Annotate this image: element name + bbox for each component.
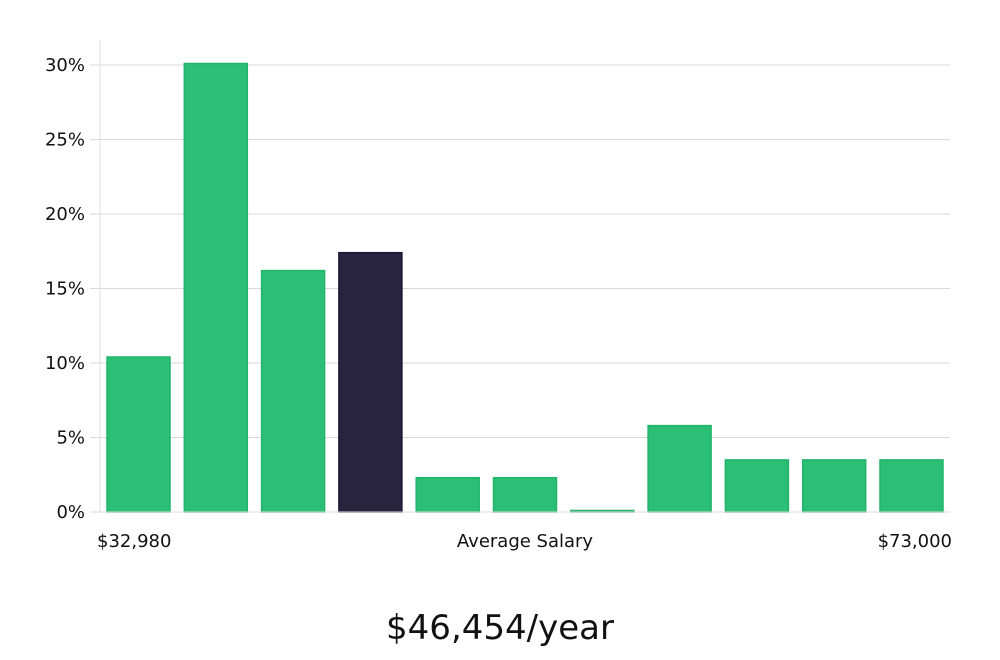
bar-highlighted — [338, 251, 403, 513]
y-tick-label: 15% — [45, 279, 85, 300]
y-tick-label: 0% — [56, 502, 85, 523]
x-axis-title: Average Salary — [457, 531, 594, 552]
bar — [106, 356, 171, 513]
y-tick-label: 10% — [45, 353, 85, 374]
x-label-max: $73,000 — [878, 531, 952, 552]
bar — [647, 424, 712, 513]
bar — [801, 459, 867, 513]
bar — [492, 476, 558, 513]
y-axis-ticks: 0% 5% 10% 15% 20% 25% 30% — [45, 55, 100, 523]
x-label-min: $32,980 — [97, 531, 171, 552]
bar — [879, 459, 944, 513]
y-tick-label: 30% — [45, 55, 85, 76]
bars — [106, 62, 944, 513]
y-tick-label: 25% — [45, 130, 85, 151]
bar — [724, 459, 790, 513]
average-salary-value: $46,454/year — [386, 608, 614, 648]
y-tick-label: 20% — [45, 204, 85, 225]
salary-histogram: 0% 5% 10% 15% 20% 25% 30% $32,980 Average Sala… — [45, 40, 952, 552]
bar — [183, 62, 249, 513]
bar — [415, 476, 480, 513]
y-tick-label: 5% — [56, 428, 85, 449]
bar — [260, 269, 326, 513]
